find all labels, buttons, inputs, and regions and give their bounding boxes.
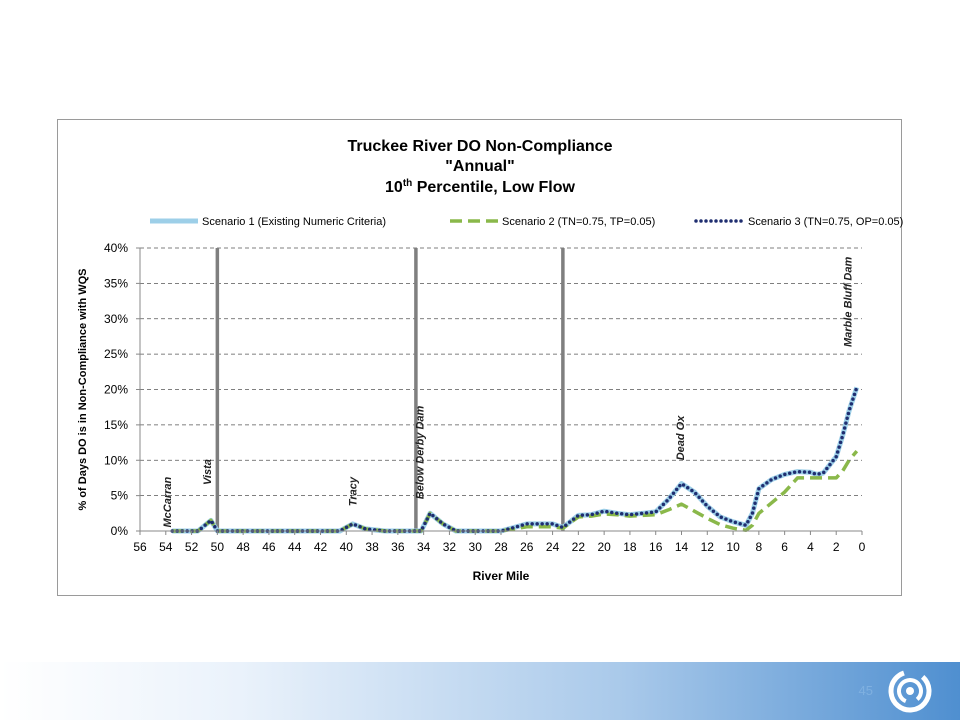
legend: Scenario 1 (Existing Numeric Criteria) Sc… <box>150 216 903 228</box>
grid <box>140 247 862 497</box>
x-tick-label: 46 <box>262 540 276 554</box>
x-tick-label: 14 <box>675 540 689 554</box>
x-tick-label: 56 <box>133 540 147 554</box>
y-axis-label: % of Days DO is in Non-Compliance with W… <box>77 268 89 510</box>
x-tick-label: 28 <box>494 540 508 554</box>
series-line-2 <box>172 449 859 533</box>
chart-title-line-1: Truckee River DO Non-Compliance <box>348 138 613 155</box>
x-tick-label: 30 <box>469 540 483 554</box>
y-tick-label: 5% <box>111 489 129 503</box>
annotation-label: Below Derby Dam <box>415 405 427 499</box>
y-tick-label: 20% <box>104 383 128 397</box>
series-lines <box>170 385 860 534</box>
x-tick-label: 26 <box>520 540 534 554</box>
series-line-3 <box>170 385 859 533</box>
x-axis-label: River Mile <box>473 569 530 583</box>
legend-label-3: Scenario 3 (TN=0.75, OP=0.05) <box>748 216 903 228</box>
footer-bar <box>0 662 960 720</box>
annotation-label: McCarran <box>162 476 174 527</box>
annotation-label: Tracy <box>348 476 360 506</box>
y-tick-label: 35% <box>104 276 128 290</box>
x-tick-label: 32 <box>443 540 457 554</box>
x-tick-label: 8 <box>756 540 763 554</box>
x-tick-label: 18 <box>623 540 637 554</box>
x-tick-label: 42 <box>314 540 328 554</box>
legend-label-2: Scenario 2 (TN=0.75, TP=0.05) <box>502 216 655 228</box>
x-tick-label: 22 <box>572 540 586 554</box>
y-tick-label: 10% <box>104 453 128 467</box>
legend-label-1: Scenario 1 (Existing Numeric Criteria) <box>202 216 386 228</box>
x-tick-label: 38 <box>365 540 379 554</box>
annotations: McCarran Vista Tracy Below Derby Dam Dead Ox… <box>162 257 855 528</box>
chart-title-line-2: "Annual" <box>445 158 514 175</box>
x-tick-label: 4 <box>807 540 814 554</box>
axes: 0%5%10%15%20%25%30%35%40%56 54 52 50 48 46 44 4… <box>104 241 866 554</box>
chart-title-superscript: th <box>403 178 412 189</box>
chart-title-prefix: 10 <box>385 179 403 196</box>
x-tick-label: 10 <box>726 540 740 554</box>
swirl-logo-icon <box>888 669 932 713</box>
x-tick-label: 54 <box>159 540 173 554</box>
x-tick-label: 20 <box>597 540 611 554</box>
x-tick-label: 36 <box>391 540 405 554</box>
x-tick-label: 44 <box>288 540 302 554</box>
x-tick-label: 40 <box>340 540 354 554</box>
chart-title: Truckee River DO Non-Compliance "Annual"… <box>348 138 613 196</box>
chart-title-suffix: Percentile, Low Flow <box>412 179 575 196</box>
y-tick-label: 15% <box>104 418 128 432</box>
x-tick-label: 34 <box>417 540 431 554</box>
x-tick-label: 12 <box>701 540 715 554</box>
x-tick-label: 16 <box>649 540 663 554</box>
x-tick-label: 24 <box>546 540 560 554</box>
y-tick-label: 25% <box>104 347 128 361</box>
x-tick-label: 6 <box>781 540 788 554</box>
y-tick-label: 30% <box>104 312 128 326</box>
annotation-label: Dead Ox <box>675 415 687 461</box>
annotation-label: Marble Bluff Dam <box>843 257 855 347</box>
vertical-markers <box>215 248 565 531</box>
chart-title-line-3: 10th Percentile, Low Flow <box>385 178 576 196</box>
chart-frame: Truckee River DO Non-Compliance "Annual"… <box>57 119 903 596</box>
annotation-label: Vista <box>202 459 214 485</box>
x-tick-label: 2 <box>833 540 840 554</box>
y-tick-label: 0% <box>111 524 129 538</box>
x-tick-label: 48 <box>236 540 250 554</box>
x-tick-label: 50 <box>211 540 225 554</box>
x-tick-label: 52 <box>185 540 199 554</box>
page-number: 45 <box>858 683 873 698</box>
x-tick-label: 0 <box>859 540 866 554</box>
y-tick-label: 40% <box>104 241 128 255</box>
chart: Truckee River DO Non-Compliance "Annual"… <box>77 138 903 583</box>
